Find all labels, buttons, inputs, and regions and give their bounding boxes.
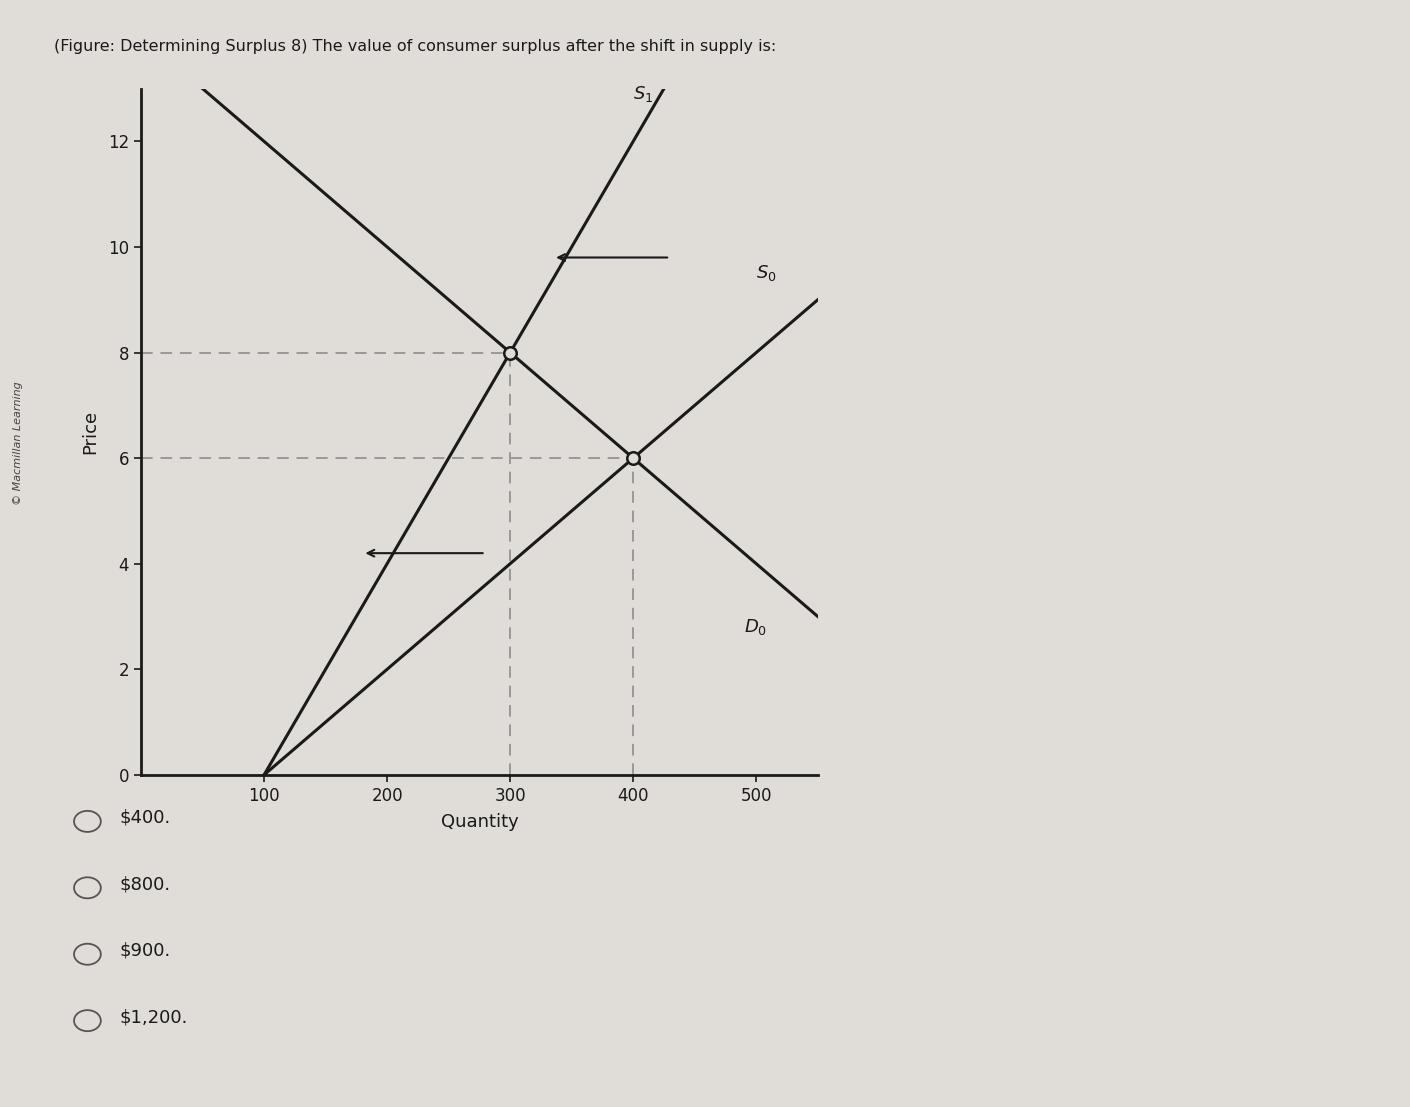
Text: (Figure: Determining Surplus 8) The value of consumer surplus after the shift in: (Figure: Determining Surplus 8) The valu…: [54, 39, 776, 54]
Text: $800.: $800.: [120, 876, 171, 893]
Text: © Macmillan Learning: © Macmillan Learning: [13, 381, 24, 505]
Text: $400.: $400.: [120, 809, 171, 827]
Text: $1,200.: $1,200.: [120, 1008, 188, 1026]
Y-axis label: Price: Price: [82, 410, 100, 454]
Text: $S_1$: $S_1$: [633, 84, 653, 104]
Text: $900.: $900.: [120, 942, 171, 960]
Text: $D_0$: $D_0$: [744, 617, 767, 637]
Text: $S_0$: $S_0$: [756, 263, 777, 283]
X-axis label: Quantity: Quantity: [440, 813, 519, 831]
